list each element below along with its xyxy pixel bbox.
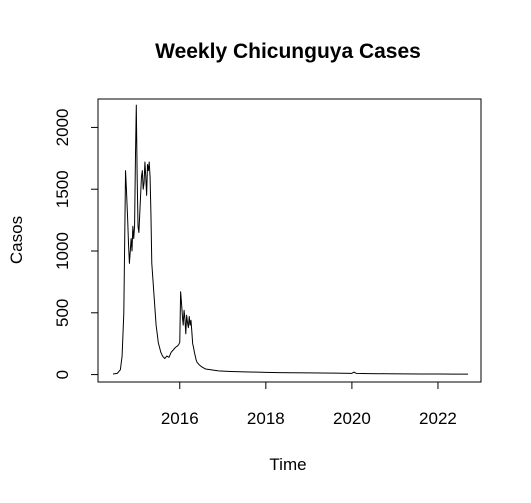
x-tick-label: 2020 (333, 409, 371, 428)
y-tick-label: 500 (53, 299, 72, 327)
y-tick-label: 0 (53, 370, 72, 379)
x-ticks: 2016 2018 2020 2022 (161, 382, 457, 428)
y-ticks: 0 500 1000 1500 2000 (53, 109, 98, 379)
y-tick-label: 2000 (53, 109, 72, 147)
x-tick-label: 2022 (419, 409, 457, 428)
plot-frame (97, 98, 482, 383)
y-tick-label: 1000 (53, 232, 72, 270)
y-tick-label: 1500 (53, 170, 72, 208)
chart-title: Weekly Chicunguya Cases (155, 40, 421, 63)
x-tick-label: 2018 (247, 409, 285, 428)
x-tick-label: 2016 (161, 409, 199, 428)
x-axis-label: Time (269, 455, 306, 474)
series-line-casos (112, 104, 469, 375)
y-axis-label: Casos (7, 216, 26, 264)
